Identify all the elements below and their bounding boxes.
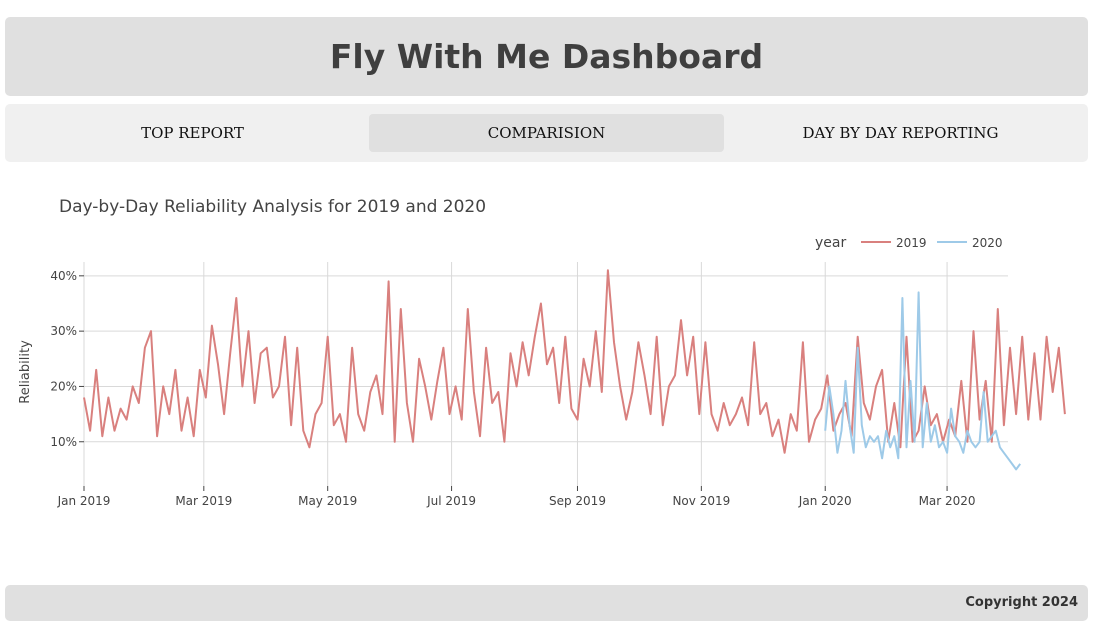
y-tick-label: 40% <box>50 269 77 283</box>
series-line-2019 <box>83 269 1066 454</box>
series-line-2020 <box>824 291 1022 471</box>
x-axis-ticks: Jan 2019 Mar 2019 May 2019 Jul 2019 Sep 2019… <box>57 486 976 508</box>
y-tick-label: 10% <box>50 435 77 449</box>
tab-top-report[interactable]: TOP REPORT <box>141 124 244 142</box>
page-title: Fly With Me Dashboard <box>329 37 764 76</box>
legend-label-2020[interactable]: 2020 <box>972 236 1003 250</box>
footer: Copyright 2024 <box>5 585 1088 621</box>
x-tick-label: Mar 2020 <box>919 494 976 508</box>
series-lines <box>83 269 1066 471</box>
tab-day-by-day-reporting[interactable]: DAY BY DAY REPORTING <box>802 124 999 142</box>
x-tick-label: Jul 2019 <box>426 494 476 508</box>
legend-label-2019[interactable]: 2019 <box>896 236 927 250</box>
y-axis-label: Reliability <box>18 340 33 404</box>
grid-lines <box>83 262 1008 486</box>
nav-tabs: TOP REPORT COMPARISION DAY BY DAY REPORT… <box>5 104 1088 162</box>
chart-title: Day-by-Day Reliability Analysis for 2019… <box>59 197 486 217</box>
legend-title: year <box>815 235 846 251</box>
reliability-chart[interactable]: Day-by-Day Reliability Analysis for 2019… <box>0 170 1105 570</box>
x-tick-label: May 2019 <box>298 494 357 508</box>
y-axis-ticks: 10% 20% 30% 40% <box>50 269 84 449</box>
x-tick-label: Jan 2020 <box>798 494 852 508</box>
header-banner: Fly With Me Dashboard <box>5 17 1088 96</box>
y-tick-label: 20% <box>50 379 77 393</box>
tab-comparision[interactable]: COMPARISION <box>369 114 724 152</box>
x-tick-label: Sep 2019 <box>549 494 606 508</box>
y-tick-label: 30% <box>50 324 77 338</box>
copyright-text: Copyright 2024 <box>965 595 1078 610</box>
x-tick-label: Mar 2019 <box>175 494 232 508</box>
x-tick-label: Nov 2019 <box>672 494 730 508</box>
legend[interactable]: year 2019 2020 <box>815 235 1003 251</box>
x-tick-label: Jan 2019 <box>57 494 111 508</box>
